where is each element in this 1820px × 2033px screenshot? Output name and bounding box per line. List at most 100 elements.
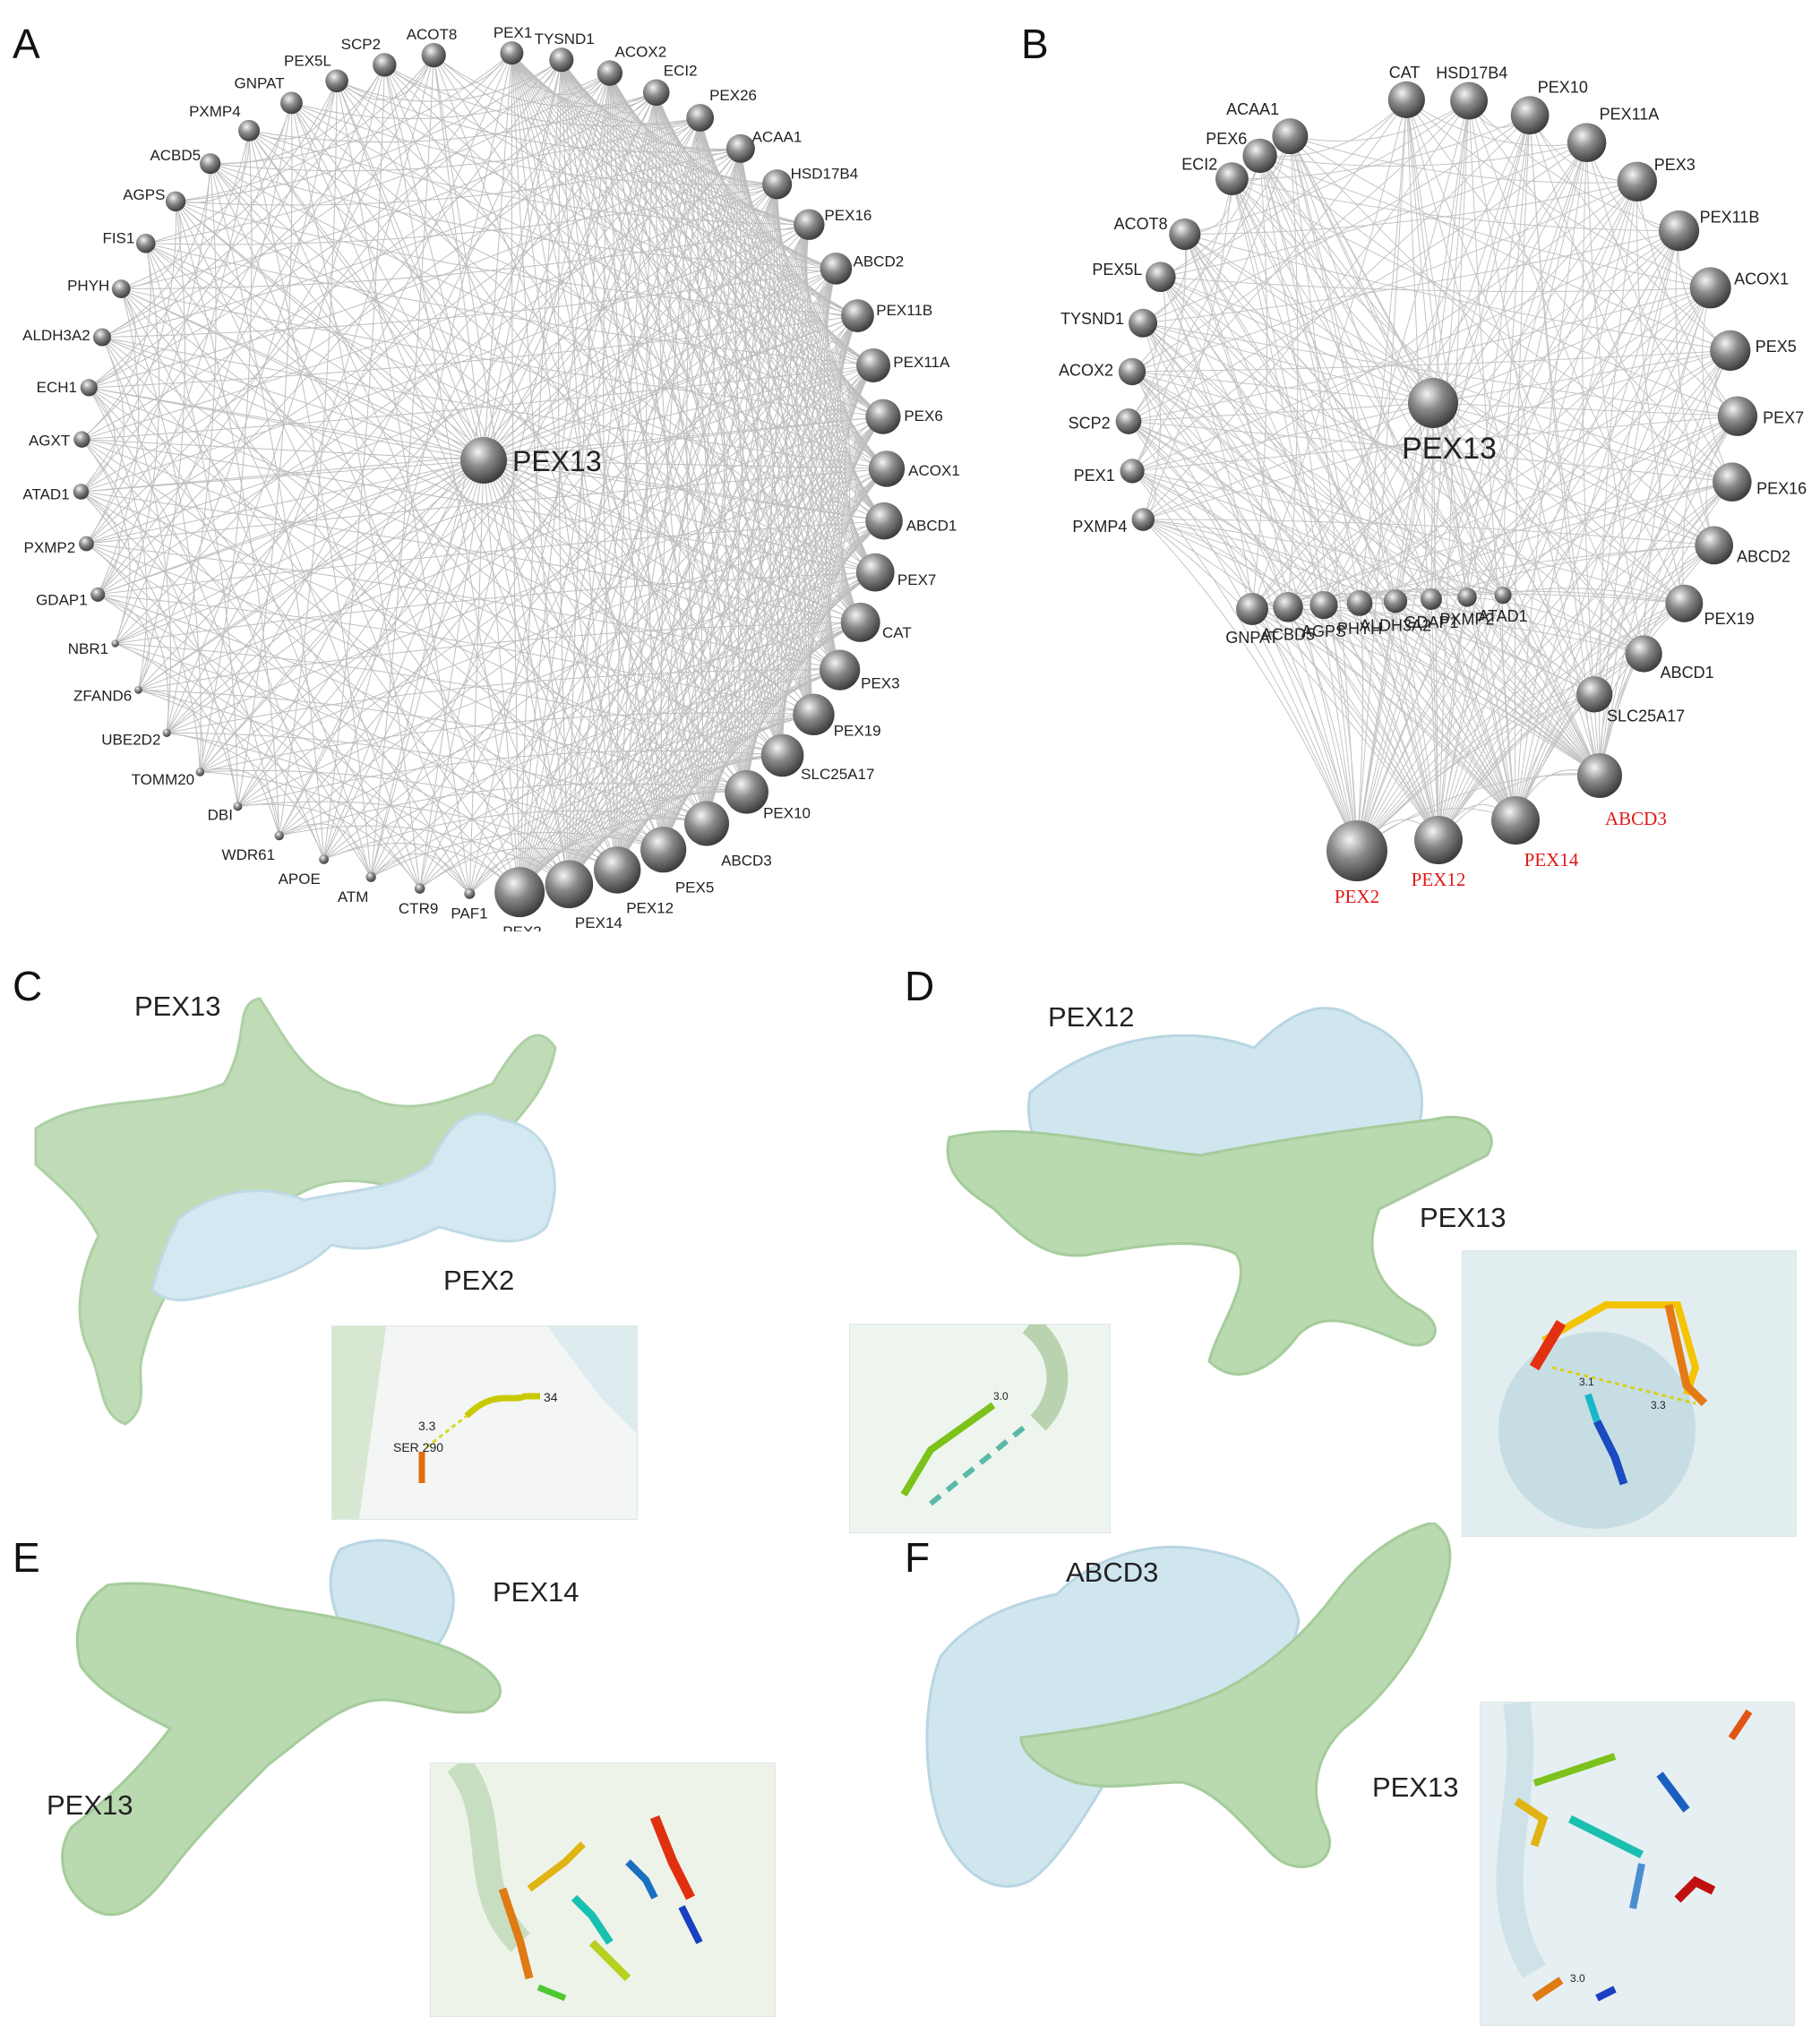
node-label-b-gdap1: GDAP1 <box>1404 613 1458 631</box>
edge-b <box>1128 420 1732 483</box>
edge-a <box>200 768 280 836</box>
edge-a <box>370 315 858 878</box>
node-label-pxmp4: PXMP4 <box>189 103 241 120</box>
node-label-pex7: PEX7 <box>897 571 936 588</box>
edge-b <box>1323 349 1731 606</box>
edge-a <box>115 102 292 644</box>
edge-to-center-b <box>1432 402 1595 695</box>
protein-label-pex12-d: PEX12 <box>1048 1001 1135 1033</box>
edge-b <box>1359 602 1601 776</box>
node-label-b-pex10: PEX10 <box>1538 78 1588 96</box>
pex13-surface-d <box>946 1115 1493 1376</box>
edge-to-center-b <box>1432 402 1439 841</box>
node-b-gdap1 <box>1421 588 1442 610</box>
edge-a <box>81 491 861 623</box>
edge-b <box>1142 322 1685 605</box>
edge-a <box>167 732 520 893</box>
node-label-b-gnpat: GNPAT <box>1225 629 1278 647</box>
edge-b <box>1356 142 1588 852</box>
edge-b <box>1430 598 1439 841</box>
edge-b <box>1359 142 1588 604</box>
node-aldh3a2 <box>93 328 112 347</box>
node-label-atad1: ATAD1 <box>22 486 69 503</box>
edge-to-center-a <box>121 288 485 461</box>
distance-label-d2: 3.1 <box>1579 1376 1594 1388</box>
edge-b <box>1438 545 1714 841</box>
edge-b <box>1142 322 1738 417</box>
edge-b <box>1142 519 1439 841</box>
node-acbd5 <box>200 153 221 175</box>
inset-c: 3.3 SER 290 34 <box>331 1325 638 1520</box>
edge-to-center-b <box>1432 230 1679 404</box>
edge-a <box>248 91 657 143</box>
edge-to-center-b <box>1432 402 1504 596</box>
edge-to-center-b <box>1432 181 1638 404</box>
edge-a <box>175 201 470 894</box>
edge-to-center-a <box>483 459 665 850</box>
edge-a <box>290 102 618 871</box>
edge-a <box>138 689 203 773</box>
node-label-b-acbd5: ACBD5 <box>1261 626 1315 644</box>
node-label-b-pxmp2: PXMP2 <box>1439 611 1494 629</box>
edge-a <box>746 669 840 793</box>
edge-a <box>210 163 837 270</box>
edge-b <box>1251 608 1516 821</box>
edge-a <box>121 201 182 290</box>
edge-b <box>1395 600 1601 776</box>
node-pex10 <box>725 769 768 814</box>
edge-a <box>697 117 748 793</box>
protein-label-pex13-c: PEX13 <box>134 991 221 1022</box>
edge-a <box>746 416 884 793</box>
edge-b <box>1502 595 1601 776</box>
edge-a <box>746 315 858 793</box>
node-label-pxmp2: PXMP2 <box>24 539 76 556</box>
edge-a <box>166 163 217 733</box>
edge-a <box>383 64 840 671</box>
edge-to-center-a <box>483 117 701 461</box>
edge-a <box>561 59 841 671</box>
node-scp2 <box>373 53 397 77</box>
edge-b <box>1142 115 1531 324</box>
edge-a <box>656 92 784 756</box>
edge-b <box>1131 371 1289 607</box>
edge-b <box>1289 135 1601 776</box>
center-node-label-a: PEX13 <box>512 445 602 477</box>
edge-b <box>1515 416 1738 821</box>
edge-b <box>1132 470 1685 605</box>
edge-to-center-b <box>1259 155 1434 404</box>
edge-to-center-a <box>336 81 485 461</box>
edge-a <box>97 594 470 895</box>
edge-a <box>370 148 742 878</box>
edge-b <box>1259 99 1407 158</box>
node-label-atm: ATM <box>338 888 369 905</box>
node-label-tysnd1: TYSND1 <box>535 30 595 47</box>
node-b-cat <box>1387 81 1425 118</box>
inset-e <box>430 1763 776 2017</box>
edge-a <box>384 64 837 270</box>
network-a: PEX13 PEX1 TYSND1 ACOX2 ECI2 PEX26 ACAA1 HSD17B… <box>22 24 960 931</box>
edge-a <box>176 130 250 203</box>
edge-b <box>1184 234 1396 602</box>
node-label-b-scp2: SCP2 <box>1069 414 1111 432</box>
node-slc25a17 <box>760 733 804 777</box>
edge-to-center-a <box>468 459 485 894</box>
edge-a <box>248 81 338 140</box>
edge-a <box>706 714 814 824</box>
edge-a <box>81 491 120 596</box>
edge-a <box>700 117 784 756</box>
node-b-acbd5 <box>1273 592 1303 622</box>
edge-a <box>145 243 421 889</box>
edge-b <box>1251 155 1268 610</box>
node-ube2d2 <box>162 728 171 737</box>
edge-a <box>568 148 742 885</box>
edge-b <box>1142 322 1325 605</box>
node-pex7 <box>855 553 895 592</box>
node-label-b-pex2: PEX2 <box>1335 886 1379 907</box>
node-label-abcd1: ABCD1 <box>906 518 957 535</box>
edge-a <box>176 59 562 202</box>
node-label-wdr61: WDR61 <box>222 846 276 863</box>
edge-b <box>1131 371 1601 776</box>
edge-a <box>85 163 211 545</box>
edge-b <box>1290 135 1715 546</box>
